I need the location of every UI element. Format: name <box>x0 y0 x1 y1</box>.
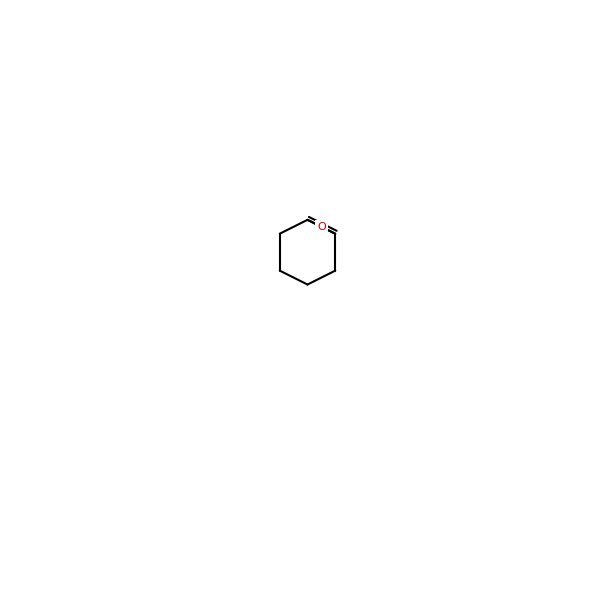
Text: O: O <box>317 222 326 232</box>
